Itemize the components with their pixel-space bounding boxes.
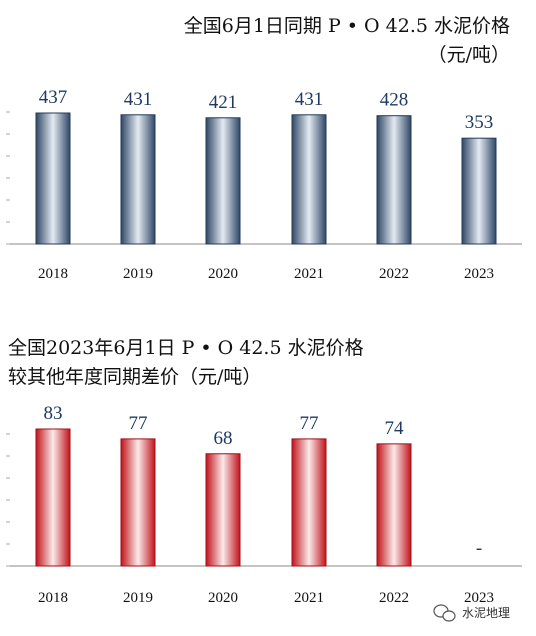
chart-top-title: 全国6月1日同期 P • O 42.5 水泥价格	[184, 15, 510, 37]
chart-top-value-label-2022: 428	[380, 90, 409, 111]
chart-bottom-bar-2022	[376, 443, 412, 567]
chart-top-bar-2023	[461, 137, 497, 245]
chart-bottom-category-label-2022: 2022	[379, 590, 409, 606]
chart-top-category-label-2023: 2023	[464, 266, 494, 282]
chart-bottom-value-label-2021: 77	[300, 413, 319, 434]
chart-bottom-bars: 83 2018 77 2019 68 2020 77 2021 74 2022 - 2023	[35, 403, 494, 606]
chart-bottom-value-label-2020: 68	[214, 428, 233, 449]
chart-top-category-label-2020: 2020	[208, 266, 238, 282]
watermark-text: 水泥地理	[462, 606, 510, 620]
chart-bottom-title-line2: 较其他年度同期差价（元/吨）	[8, 366, 261, 388]
chart-top-value-label-2018: 437	[39, 87, 68, 108]
chart-top-value-label-2020: 421	[209, 92, 238, 113]
chart-top: 全国6月1日同期 P • O 42.5 水泥价格 （元/吨） 437201843…	[6, 15, 522, 282]
chart-bottom-value-label-2018: 83	[44, 403, 63, 424]
chart-top-bars: 437 2018 431 2019 421 2020 431 2021 428 2022 353 20…	[35, 87, 497, 282]
chart-top-category-label-2021: 2021	[294, 266, 324, 282]
chart-top-bar-2020	[205, 117, 241, 245]
chart-top-bar-2019	[120, 114, 156, 245]
watermark: 水泥地理	[433, 604, 510, 622]
chart-bottom-category-label-2019: 2019	[123, 590, 153, 606]
chart-top-value-label-2023: 353	[465, 112, 494, 133]
chart-bottom-bar-2021	[291, 438, 327, 567]
chart-bottom-bar-2018	[35, 428, 71, 567]
chart-bottom-category-label-2018: 2018	[38, 590, 68, 606]
chart-top-bar-2022	[376, 115, 412, 245]
chart-top-bar-2021	[291, 114, 327, 245]
chart-top-value-label-2021: 431	[295, 89, 324, 110]
chart-bottom-bar-2020	[205, 453, 241, 567]
chart-bottom-category-label-2020: 2020	[208, 590, 238, 606]
chart-bottom-category-label-2023: 2023	[464, 590, 494, 606]
chart-bottom-bar-2019	[120, 438, 156, 567]
chart-top-y-ticks	[6, 111, 10, 245]
chart-bottom-value-label-2019: 77	[129, 413, 148, 434]
chart-top-bar-2018	[35, 112, 71, 245]
wechat-icon	[433, 604, 456, 622]
chart-bottom-title-line1: 全国2023年6月1日 P • O 42.5 水泥价格	[8, 337, 364, 359]
chart-top-category-label-2022: 2022	[379, 266, 409, 282]
chart-bottom-value-label-2022: 74	[385, 418, 405, 439]
chart-bottom-y-ticks	[6, 433, 10, 567]
chart-top-subtitle: （元/吨）	[428, 44, 510, 66]
chart-top-category-label-2019: 2019	[123, 266, 153, 282]
chart-bottom-category-label-2021: 2021	[294, 590, 324, 606]
chart-top-value-label-2019: 431	[124, 89, 153, 110]
chart-bottom-value-label-2023: -	[476, 538, 482, 559]
chart-top-category-label-2018: 2018	[38, 266, 68, 282]
chart-bottom: 全国2023年6月1日 P • O 42.5 水泥价格 较其他年度同期差价（元/…	[6, 337, 522, 606]
